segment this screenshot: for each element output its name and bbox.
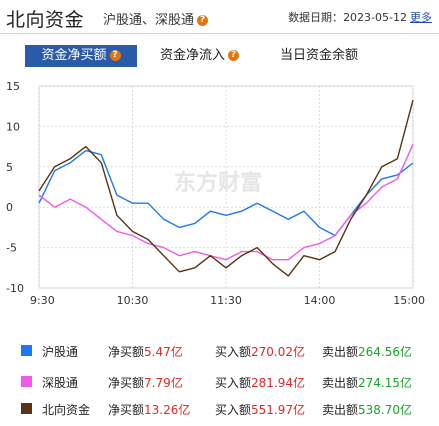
help-icon[interactable]: ? xyxy=(197,15,209,26)
subtitle-text: 沪股通、深股通 xyxy=(103,13,195,28)
net-value: 5.47亿 xyxy=(144,345,183,359)
tab-net-inflow-label: 资金净流入 xyxy=(160,48,226,63)
legend-buy: 买入额281.94亿 xyxy=(215,374,305,391)
series-line xyxy=(38,144,414,261)
net-label: 净买额 xyxy=(108,376,145,390)
y-tick-label: 15 xyxy=(6,80,20,93)
legend-swatch xyxy=(21,376,32,387)
sell-value: 264.56亿 xyxy=(358,345,413,359)
watermark: 东方财富 xyxy=(174,170,262,196)
y-tick-label: 10 xyxy=(6,120,20,133)
legend-swatch xyxy=(21,403,32,414)
sell-label: 卖出额 xyxy=(322,345,359,359)
x-tick-label: 15:00 xyxy=(393,294,425,307)
x-tick-label: 14:00 xyxy=(304,294,336,307)
x-tick-label: 11:30 xyxy=(210,294,242,307)
buy-value: 551.97亿 xyxy=(251,403,306,417)
chart-grid xyxy=(38,85,414,289)
header-divider xyxy=(0,33,439,34)
buy-value: 270.02亿 xyxy=(251,345,306,359)
net-value: 13.26亿 xyxy=(144,403,191,417)
series-line xyxy=(38,99,414,277)
tab-net-inflow[interactable]: 资金净流入? xyxy=(160,45,240,67)
net-buy-chart: 东方财富 15 10 5 0 -5 -10 9:30 10:30 11:30 14:00 15:0… xyxy=(6,80,425,307)
page-subtitle: 沪股通、深股通? xyxy=(103,9,209,28)
header: 北向资金 沪股通、深股通? 数据日期：2023-05-12 更多 xyxy=(0,0,439,34)
legend-sell: 卖出额264.56亿 xyxy=(322,343,412,360)
chart-series xyxy=(38,99,414,277)
buy-label: 买入额 xyxy=(215,403,252,417)
y-tick-label: 0 xyxy=(6,201,13,214)
legend-net: 净买额5.47亿 xyxy=(108,343,183,360)
tab-daily-balance[interactable]: 当日资金余额 xyxy=(280,45,358,67)
page-title: 北向资金 xyxy=(6,9,85,31)
legend-name: 北向资金 xyxy=(42,403,91,417)
help-icon[interactable]: ? xyxy=(109,50,121,61)
legend-name: 深股通 xyxy=(42,376,79,390)
more-link[interactable]: 更多 xyxy=(410,11,432,24)
legend-row-north: 北向资金 净买额13.26亿 买入额551.97亿 卖出额538.70亿 xyxy=(0,398,439,420)
x-tick-label: 10:30 xyxy=(117,294,149,307)
legend-net: 净买额7.79亿 xyxy=(108,374,183,391)
legend-name: 沪股通 xyxy=(42,345,79,359)
tab-net-buy[interactable]: 资金净买额? xyxy=(25,45,137,67)
y-tick-label: 5 xyxy=(6,161,13,174)
date-value: 2023-05-12 xyxy=(343,11,407,24)
y-tick-label: -5 xyxy=(6,242,17,255)
legend-sell: 卖出额274.15亿 xyxy=(322,374,412,391)
help-icon[interactable]: ? xyxy=(228,50,240,61)
sell-value: 274.15亿 xyxy=(358,376,413,390)
buy-value: 281.94亿 xyxy=(251,376,306,390)
net-value: 7.79亿 xyxy=(144,376,183,390)
y-axis: 15 10 5 0 -5 -10 xyxy=(6,80,24,295)
buy-label: 买入额 xyxy=(215,345,252,359)
legend-buy: 买入额551.97亿 xyxy=(215,401,305,418)
legend-swatch xyxy=(21,345,32,356)
x-axis: 9:30 10:30 11:30 14:00 15:00 xyxy=(30,294,425,307)
legend-buy: 买入额270.02亿 xyxy=(215,343,305,360)
legend-sell: 卖出额538.70亿 xyxy=(322,401,412,418)
sell-label: 卖出额 xyxy=(322,376,359,390)
legend-row-sz: 深股通 净买额7.79亿 买入额281.94亿 卖出额274.15亿 xyxy=(0,371,439,393)
sell-value: 538.70亿 xyxy=(358,403,413,417)
net-label: 净买额 xyxy=(108,403,145,417)
x-tick-label: 9:30 xyxy=(30,294,55,307)
date-label: 数据日期： xyxy=(288,11,344,24)
net-label: 净买额 xyxy=(108,345,145,359)
y-tick-label: -10 xyxy=(6,282,24,295)
tab-daily-balance-label: 当日资金余额 xyxy=(280,48,359,63)
tab-net-buy-label: 资金净买额 xyxy=(41,48,107,63)
legend-net: 净买额13.26亿 xyxy=(108,401,190,418)
tab-bar: 资金净买额? 资金净流入? 当日资金余额 xyxy=(0,45,439,67)
legend-row-sh: 沪股通 净买额5.47亿 买入额270.02亿 卖出额264.56亿 xyxy=(0,340,439,362)
data-date: 数据日期：2023-05-12 更多 xyxy=(288,9,432,25)
buy-label: 买入额 xyxy=(215,376,252,390)
sell-label: 卖出额 xyxy=(322,403,359,417)
